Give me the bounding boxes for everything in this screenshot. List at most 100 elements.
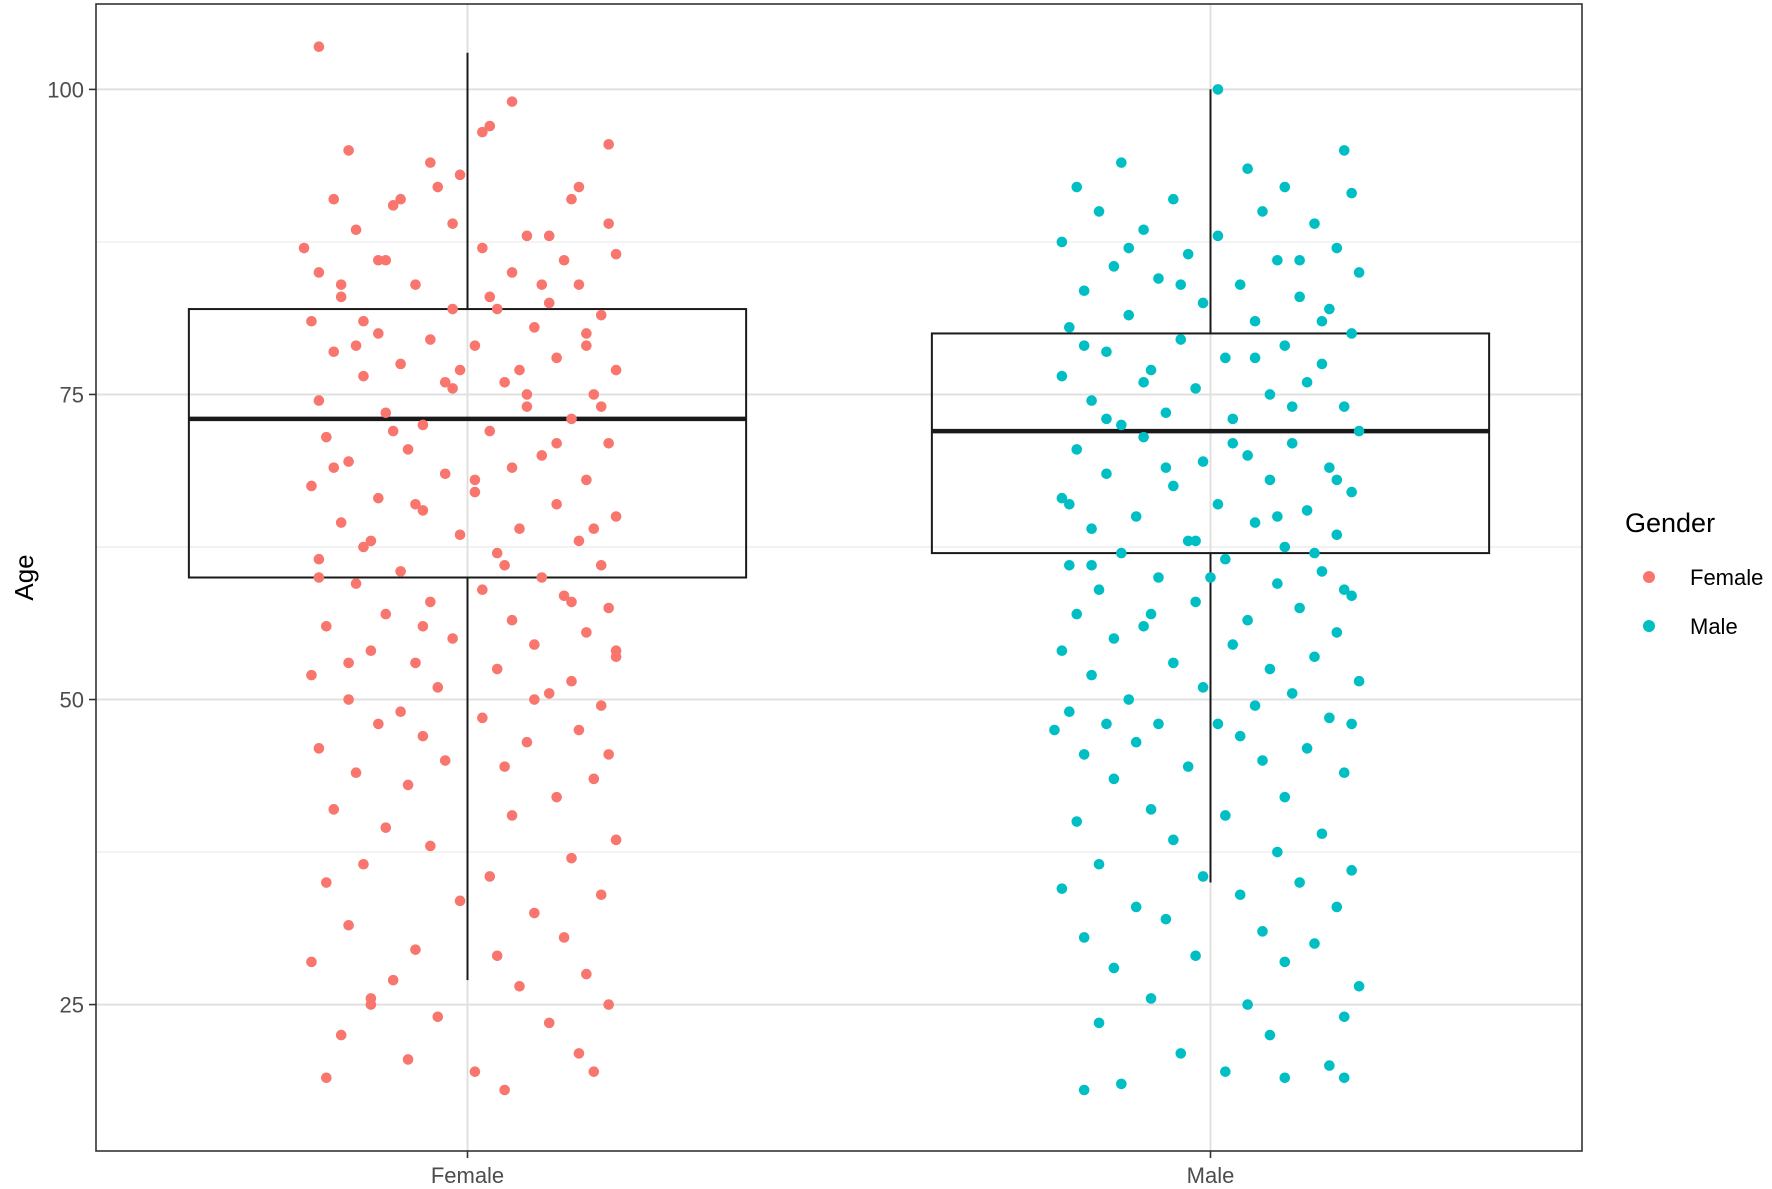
data-point [350, 767, 362, 779]
y-tick-label: 75 [60, 382, 84, 407]
data-point [321, 877, 332, 888]
box-layer [187, 52, 1491, 981]
data-point [380, 822, 392, 833]
data-point [335, 291, 347, 303]
data-point [328, 346, 340, 358]
data-point [365, 645, 377, 657]
data-point [491, 547, 503, 559]
data-point [1190, 950, 1201, 962]
data-point [1182, 535, 1194, 547]
data-point [454, 895, 466, 907]
data-point [499, 376, 510, 388]
data-point [1197, 871, 1209, 882]
data-point [373, 254, 384, 266]
data-point [1249, 352, 1261, 364]
data-point [1108, 962, 1120, 974]
data-point [1101, 413, 1112, 425]
data-point [1272, 846, 1283, 858]
data-point [373, 492, 384, 504]
data-point [395, 566, 406, 577]
data-point [1338, 401, 1350, 412]
data-point [529, 907, 540, 919]
data-point [588, 1066, 600, 1077]
data-point [298, 242, 310, 254]
data-point [395, 706, 406, 718]
data-point [1078, 340, 1090, 351]
data-point [343, 456, 354, 467]
data-point [1123, 309, 1135, 321]
data-point [506, 462, 518, 473]
data-point [447, 303, 458, 315]
data-point [432, 1011, 444, 1023]
data-point [484, 120, 496, 132]
data-point [506, 267, 518, 278]
data-point [1205, 572, 1216, 583]
data-point [1331, 627, 1343, 638]
data-point [536, 450, 548, 461]
data-point [1286, 437, 1298, 449]
data-point [402, 779, 414, 791]
data-point [1138, 224, 1149, 236]
data-point [1078, 932, 1090, 943]
data-point [373, 328, 384, 339]
data-point [1116, 547, 1127, 559]
data-point [1331, 529, 1343, 541]
data-point [551, 352, 562, 364]
legend-entry: Male [1643, 614, 1738, 639]
data-point [454, 169, 466, 181]
data-point [1168, 193, 1179, 205]
data-point [558, 254, 570, 266]
data-point [581, 328, 592, 339]
data-point [328, 804, 340, 815]
data-point [1346, 865, 1357, 876]
data-point [543, 1017, 555, 1029]
data-point [454, 364, 466, 376]
data-point [321, 1072, 332, 1084]
data-point [588, 523, 600, 534]
data-point [1227, 437, 1239, 449]
data-point [1145, 364, 1157, 376]
data-point [417, 505, 429, 516]
data-point [447, 633, 458, 644]
data-point [1294, 291, 1305, 303]
data-point [1168, 480, 1179, 492]
data-point [387, 200, 399, 211]
data-point [573, 724, 585, 736]
panel-border [95, 3, 1583, 1152]
data-point [1086, 669, 1097, 681]
data-point [1160, 462, 1172, 473]
data-point [1309, 547, 1320, 559]
data-point [1071, 444, 1083, 455]
data-point [573, 181, 585, 193]
data-point [1138, 431, 1149, 443]
data-point [484, 291, 496, 303]
data-point [358, 541, 369, 553]
data-point [1116, 1078, 1127, 1090]
data-point [1160, 407, 1172, 419]
data-point [558, 590, 570, 602]
data-point [603, 749, 614, 760]
data-point [469, 474, 481, 486]
data-point [395, 193, 406, 205]
data-point [536, 572, 548, 583]
data-point [417, 419, 429, 431]
legend-key [1643, 620, 1655, 632]
data-point [1093, 584, 1105, 596]
data-point [1338, 145, 1350, 156]
data-point [477, 712, 488, 724]
data-point [1249, 700, 1261, 711]
data-point [1056, 236, 1068, 248]
data-point [1212, 84, 1224, 95]
data-point [1353, 267, 1365, 278]
data-point [1242, 614, 1253, 626]
data-point [1286, 401, 1298, 412]
data-point [1324, 303, 1335, 315]
data-point [439, 755, 451, 766]
data-point [1279, 956, 1291, 968]
data-point [506, 614, 518, 626]
data-point [1353, 980, 1365, 992]
data-point [1153, 273, 1164, 284]
data-point [335, 517, 347, 528]
data-point [551, 498, 562, 510]
